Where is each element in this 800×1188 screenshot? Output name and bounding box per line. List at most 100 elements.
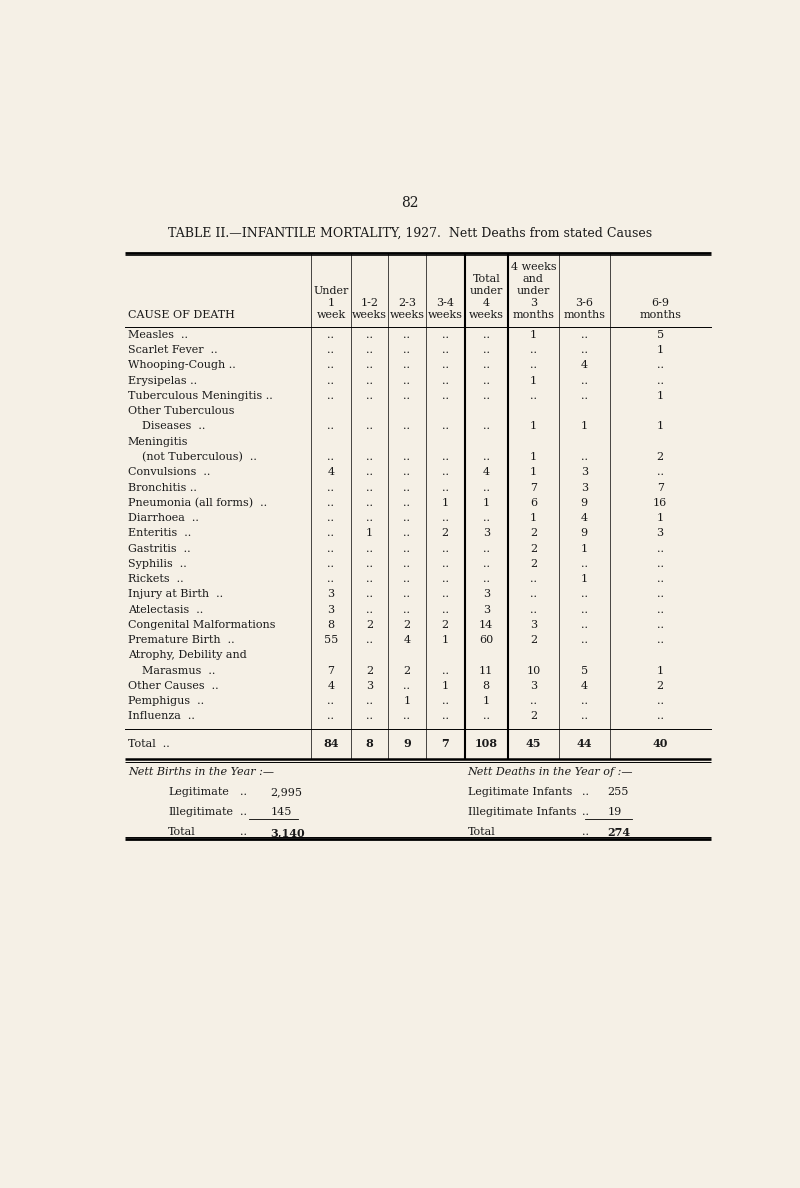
- Text: 45: 45: [526, 739, 541, 750]
- Text: 1: 1: [581, 574, 588, 584]
- Text: 145: 145: [270, 807, 292, 817]
- Text: ..: ..: [582, 827, 590, 838]
- Text: ..: ..: [581, 589, 588, 599]
- Text: ..: ..: [403, 513, 410, 523]
- Text: 3: 3: [657, 529, 664, 538]
- Text: 1: 1: [657, 513, 664, 523]
- Text: weeks: weeks: [352, 310, 387, 320]
- Text: ..: ..: [657, 375, 664, 386]
- Text: Scarlet Fever  ..: Scarlet Fever ..: [128, 346, 218, 355]
- Text: ..: ..: [657, 636, 664, 645]
- Text: 2: 2: [530, 558, 537, 569]
- Text: 3-4: 3-4: [436, 298, 454, 308]
- Text: 1: 1: [530, 513, 537, 523]
- Text: ..: ..: [366, 498, 374, 507]
- Text: 4: 4: [581, 360, 588, 371]
- Text: ..: ..: [366, 558, 374, 569]
- Text: Pemphigus  ..: Pemphigus ..: [128, 696, 204, 706]
- Text: ..: ..: [482, 375, 490, 386]
- Text: Premature Birth  ..: Premature Birth ..: [128, 636, 234, 645]
- Text: ..: ..: [327, 330, 334, 340]
- Text: 2: 2: [366, 665, 374, 676]
- Text: Under: Under: [314, 286, 349, 296]
- Text: 3: 3: [581, 467, 588, 478]
- Text: ..: ..: [403, 451, 410, 462]
- Text: ..: ..: [442, 696, 449, 706]
- Text: 1: 1: [442, 498, 449, 507]
- Text: ..: ..: [366, 451, 374, 462]
- Text: 2: 2: [530, 636, 537, 645]
- Text: Erysipelas ..: Erysipelas ..: [128, 375, 197, 386]
- Text: ..: ..: [327, 375, 334, 386]
- Text: under: under: [517, 286, 550, 296]
- Text: 6-9: 6-9: [651, 298, 669, 308]
- Text: ..: ..: [366, 330, 374, 340]
- Text: 9: 9: [581, 529, 588, 538]
- Text: 7: 7: [327, 665, 334, 676]
- Text: ..: ..: [327, 346, 334, 355]
- Text: 1: 1: [657, 422, 664, 431]
- Text: Total: Total: [168, 827, 196, 838]
- Text: week: week: [316, 310, 346, 320]
- Text: 1: 1: [530, 451, 537, 462]
- Text: 2: 2: [530, 712, 537, 721]
- Text: ..: ..: [403, 391, 410, 402]
- Text: 3: 3: [581, 482, 588, 493]
- Text: 4: 4: [327, 681, 334, 690]
- Text: 8: 8: [482, 681, 490, 690]
- Text: ..: ..: [327, 451, 334, 462]
- Text: ..: ..: [442, 360, 449, 371]
- Text: 3: 3: [482, 605, 490, 614]
- Text: 4 weeks: 4 weeks: [510, 263, 556, 272]
- Text: 8: 8: [327, 620, 334, 630]
- Text: 6: 6: [530, 498, 537, 507]
- Text: 44: 44: [577, 739, 592, 750]
- Text: ..: ..: [581, 712, 588, 721]
- Text: ..: ..: [366, 391, 374, 402]
- Text: ..: ..: [403, 589, 410, 599]
- Text: ..: ..: [403, 346, 410, 355]
- Text: ..: ..: [403, 544, 410, 554]
- Text: 1: 1: [403, 696, 410, 706]
- Text: 7: 7: [530, 482, 537, 493]
- Text: ..: ..: [366, 712, 374, 721]
- Text: ..: ..: [366, 636, 374, 645]
- Text: ..: ..: [403, 529, 410, 538]
- Text: (not Tuberculous)  ..: (not Tuberculous) ..: [128, 451, 257, 462]
- Text: Illegitimate Infants: Illegitimate Infants: [468, 807, 576, 817]
- Text: ..: ..: [581, 605, 588, 614]
- Text: ..: ..: [657, 589, 664, 599]
- Text: 19: 19: [607, 807, 622, 817]
- Text: 2: 2: [366, 620, 374, 630]
- Text: ..: ..: [530, 360, 537, 371]
- Text: 4: 4: [327, 467, 334, 478]
- Text: 14: 14: [479, 620, 494, 630]
- Text: ..: ..: [482, 451, 490, 462]
- Text: months: months: [639, 310, 681, 320]
- Text: Total: Total: [472, 274, 500, 284]
- Text: Illegitimate: Illegitimate: [168, 807, 234, 817]
- Text: Diseases  ..: Diseases ..: [128, 422, 206, 431]
- Text: Other Causes  ..: Other Causes ..: [128, 681, 218, 690]
- Text: Other Tuberculous: Other Tuberculous: [128, 406, 234, 416]
- Text: ..: ..: [366, 574, 374, 584]
- Text: 7: 7: [441, 739, 449, 750]
- Text: ..: ..: [581, 636, 588, 645]
- Text: ..: ..: [482, 330, 490, 340]
- Text: ..: ..: [327, 482, 334, 493]
- Text: ..: ..: [442, 467, 449, 478]
- Text: months: months: [512, 310, 554, 320]
- Text: 2: 2: [442, 529, 449, 538]
- Text: ..: ..: [442, 451, 449, 462]
- Text: ..: ..: [327, 513, 334, 523]
- Text: ..: ..: [327, 574, 334, 584]
- Text: 55: 55: [324, 636, 338, 645]
- Text: ..: ..: [482, 712, 490, 721]
- Text: under: under: [470, 286, 503, 296]
- Text: ..: ..: [366, 605, 374, 614]
- Text: ..: ..: [582, 807, 590, 817]
- Text: ..: ..: [403, 467, 410, 478]
- Text: 3: 3: [366, 681, 374, 690]
- Text: ..: ..: [482, 513, 490, 523]
- Text: Influenza  ..: Influenza ..: [128, 712, 194, 721]
